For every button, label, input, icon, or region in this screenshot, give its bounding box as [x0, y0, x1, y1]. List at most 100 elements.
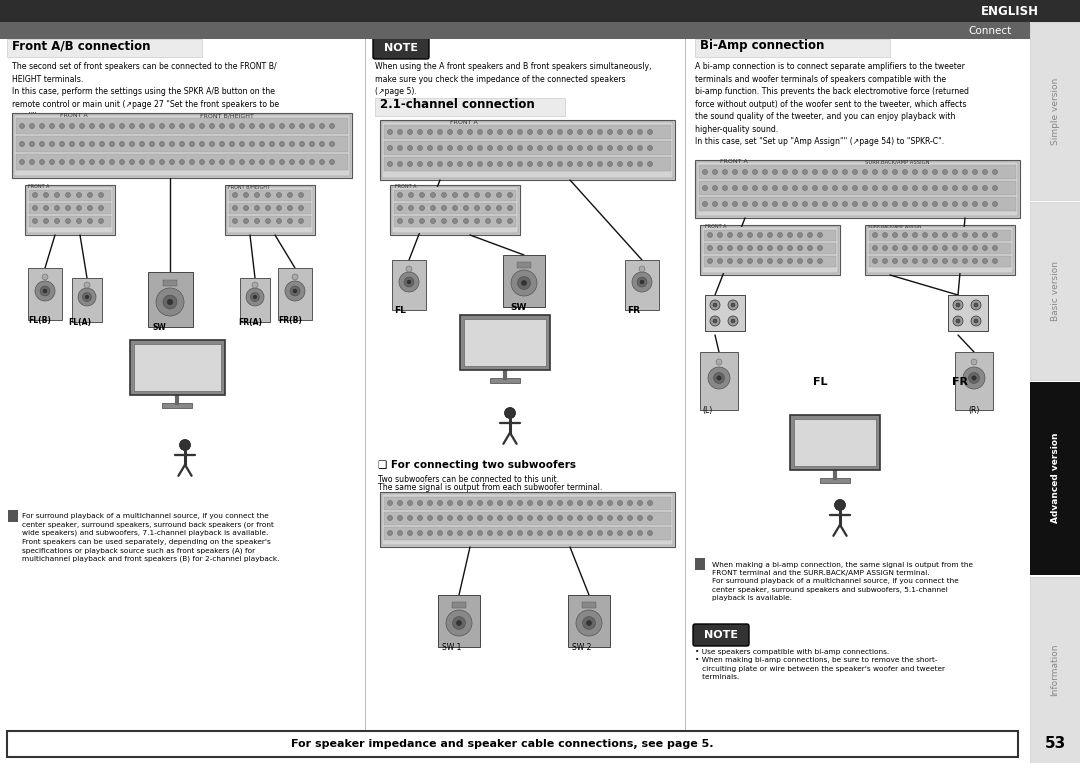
Circle shape — [232, 192, 238, 198]
Circle shape — [259, 141, 265, 146]
Circle shape — [738, 259, 743, 263]
Circle shape — [783, 169, 787, 175]
Text: Simple version: Simple version — [1051, 77, 1059, 145]
Circle shape — [310, 159, 314, 165]
Circle shape — [287, 192, 293, 198]
Circle shape — [458, 130, 462, 134]
Circle shape — [474, 192, 480, 198]
Circle shape — [255, 192, 259, 198]
Circle shape — [397, 501, 403, 506]
Text: • Use speakers compatible with bi-amp connections.
• When making bi-amp connecti: • Use speakers compatible with bi-amp co… — [696, 649, 945, 680]
Circle shape — [54, 218, 59, 224]
Circle shape — [787, 233, 793, 237]
Text: The second set of front speakers can be connected to the FRONT B/
HEIGHT termina: The second set of front speakers can be … — [12, 62, 279, 121]
Circle shape — [953, 259, 958, 263]
Circle shape — [497, 205, 501, 211]
Text: FRONT B/HEIGHT: FRONT B/HEIGHT — [200, 113, 254, 118]
Circle shape — [29, 141, 35, 146]
Bar — [789, 415, 880, 470]
Circle shape — [418, 501, 422, 506]
Circle shape — [408, 218, 414, 224]
Text: When making a bi-amp connection, the same signal is output from the
FRONT termin: When making a bi-amp connection, the sam… — [712, 562, 973, 601]
Circle shape — [259, 159, 265, 165]
Circle shape — [953, 185, 958, 191]
Circle shape — [578, 162, 582, 166]
Circle shape — [527, 501, 532, 506]
Circle shape — [266, 218, 270, 224]
Circle shape — [87, 192, 93, 198]
Circle shape — [517, 276, 530, 289]
Circle shape — [993, 169, 998, 175]
Text: For surround playback of a multichannel source, if you connect the
center speake: For surround playback of a multichannel … — [22, 513, 280, 562]
Bar — [380, 120, 675, 180]
Circle shape — [189, 159, 194, 165]
Circle shape — [29, 159, 35, 165]
Circle shape — [567, 501, 572, 506]
Circle shape — [219, 141, 225, 146]
Circle shape — [962, 169, 968, 175]
Circle shape — [407, 530, 413, 536]
Text: Information: Information — [1051, 644, 1059, 697]
Bar — [1030, 22, 1080, 200]
Bar — [699, 165, 1016, 179]
Circle shape — [787, 259, 793, 263]
Circle shape — [823, 201, 827, 207]
Circle shape — [179, 159, 185, 165]
Circle shape — [487, 530, 492, 536]
Circle shape — [98, 218, 104, 224]
Circle shape — [40, 159, 44, 165]
Circle shape — [728, 316, 738, 326]
Circle shape — [285, 281, 305, 301]
Bar — [460, 315, 550, 370]
Circle shape — [447, 516, 453, 520]
Circle shape — [608, 516, 612, 520]
Circle shape — [567, 146, 572, 150]
Circle shape — [458, 501, 462, 506]
Circle shape — [588, 516, 593, 520]
Circle shape — [713, 319, 717, 323]
Circle shape — [953, 300, 963, 310]
Text: ENGLISH: ENGLISH — [981, 5, 1039, 18]
Text: NOTE: NOTE — [384, 43, 418, 53]
Text: FL(B): FL(B) — [28, 316, 51, 325]
Bar — [382, 494, 673, 545]
Circle shape — [971, 316, 981, 326]
Circle shape — [578, 130, 582, 134]
Circle shape — [932, 259, 937, 263]
Bar — [12, 113, 352, 178]
Circle shape — [468, 130, 473, 134]
Circle shape — [189, 141, 194, 146]
Circle shape — [280, 159, 284, 165]
Circle shape — [732, 169, 738, 175]
Circle shape — [446, 610, 472, 636]
Circle shape — [210, 141, 215, 146]
Circle shape — [582, 617, 595, 629]
Circle shape — [418, 130, 422, 134]
Circle shape — [778, 259, 783, 263]
Circle shape — [707, 246, 713, 250]
Circle shape — [983, 169, 987, 175]
Circle shape — [293, 289, 297, 293]
Bar — [697, 162, 1018, 216]
Circle shape — [299, 159, 305, 165]
Circle shape — [59, 159, 65, 165]
Circle shape — [437, 501, 443, 506]
Circle shape — [863, 169, 867, 175]
Circle shape — [762, 185, 768, 191]
Text: FR: FR — [951, 377, 968, 387]
Circle shape — [597, 146, 603, 150]
Circle shape — [253, 295, 257, 299]
Circle shape — [972, 201, 977, 207]
Text: FR: FR — [627, 306, 640, 315]
Bar — [384, 527, 671, 540]
Text: SW: SW — [152, 323, 165, 332]
Circle shape — [210, 124, 215, 128]
Circle shape — [437, 530, 443, 536]
Circle shape — [463, 218, 469, 224]
Circle shape — [757, 233, 762, 237]
Circle shape — [723, 185, 728, 191]
Circle shape — [713, 185, 717, 191]
Circle shape — [508, 192, 513, 198]
Circle shape — [578, 516, 582, 520]
Circle shape — [557, 516, 563, 520]
